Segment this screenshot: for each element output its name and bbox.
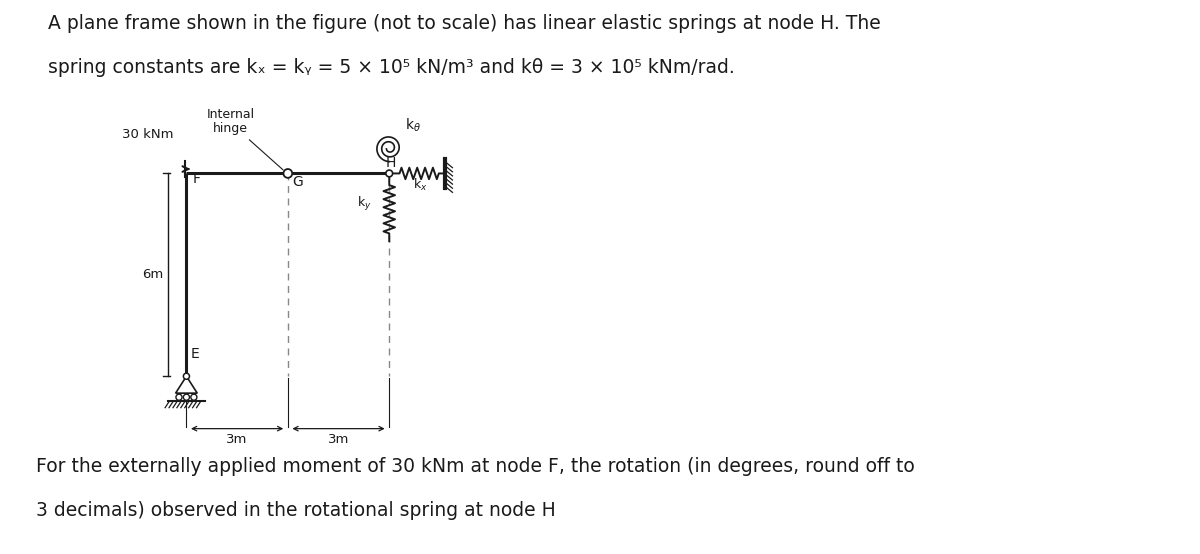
- Circle shape: [176, 394, 182, 400]
- Text: For the externally applied moment of 30 kNm at node F, the rotation (in degrees,: For the externally applied moment of 30 …: [36, 457, 914, 476]
- Text: k$_y$: k$_y$: [358, 196, 372, 213]
- Text: 6m: 6m: [142, 268, 163, 281]
- Text: hinge: hinge: [212, 121, 248, 135]
- Text: 3 decimals) observed in the rotational spring at node H: 3 decimals) observed in the rotational s…: [36, 501, 556, 520]
- Text: 3m: 3m: [227, 433, 248, 446]
- Text: k$_\theta$: k$_\theta$: [406, 116, 421, 134]
- Circle shape: [386, 170, 392, 177]
- Text: E: E: [191, 347, 199, 361]
- Circle shape: [191, 394, 197, 400]
- Text: H: H: [385, 156, 396, 170]
- Text: Internal: Internal: [206, 108, 254, 121]
- Text: 3m: 3m: [328, 433, 349, 446]
- Circle shape: [283, 169, 293, 178]
- Text: 30 kNm: 30 kNm: [122, 128, 174, 141]
- Text: G: G: [292, 175, 302, 189]
- Circle shape: [184, 394, 190, 400]
- Circle shape: [184, 373, 190, 379]
- Text: spring constants are kₓ = kᵧ = 5 × 10⁵ kN/m³ and kθ = 3 × 10⁵ kNm/rad.: spring constants are kₓ = kᵧ = 5 × 10⁵ k…: [48, 58, 734, 77]
- Text: A plane frame shown in the figure (not to scale) has linear elastic springs at n: A plane frame shown in the figure (not t…: [48, 14, 881, 33]
- Polygon shape: [175, 376, 197, 393]
- Text: F: F: [192, 172, 200, 186]
- Text: k$_x$: k$_x$: [413, 177, 427, 193]
